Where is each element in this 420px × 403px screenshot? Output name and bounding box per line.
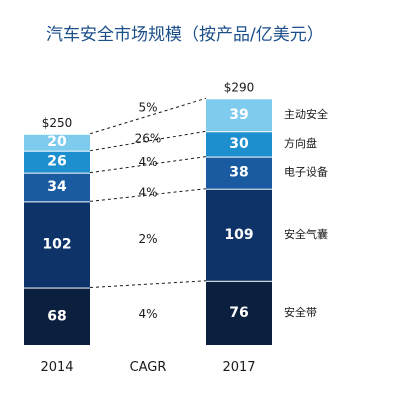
bar-value-2017-电子设备: 38 <box>229 165 248 181</box>
legend-label-电子设备: 电子设备 <box>284 165 328 179</box>
legend-label-主动安全: 主动安全 <box>284 107 328 121</box>
legend-label-方向盘: 方向盘 <box>284 136 317 150</box>
bars-group <box>24 99 272 345</box>
bar-value-2017-主动安全: 39 <box>229 107 248 123</box>
labels-group: 68 102 34 26 20 $250 2014 76 109 38 30 39 $290 2017 CA… <box>40 80 328 375</box>
bar-2014-电子设备 <box>24 173 90 202</box>
bar-2017-主动安全 <box>206 99 272 132</box>
bar-value-2017-方向盘: 30 <box>229 136 249 152</box>
total-label-2014: $250 <box>42 116 73 130</box>
bar-value-2014-安全气囊: 102 <box>42 236 71 252</box>
bar-value-2014-主动安全: 20 <box>47 134 67 150</box>
legend-label-安全气囊: 安全气囊 <box>284 227 328 241</box>
bar-2014-安全气囊 <box>24 202 90 288</box>
bar-value-2017-安全气囊: 109 <box>224 227 253 243</box>
chart-title: 汽车安全市场规模（按产品/亿美元） <box>46 25 324 45</box>
bar-2017-安全气囊 <box>206 189 272 281</box>
x-tick-2014: 2014 <box>40 360 73 375</box>
bar-2014-安全带 <box>24 288 90 345</box>
bar-2017-方向盘 <box>206 132 272 157</box>
cagr-label-安全带: 4% <box>138 307 157 321</box>
cagr-label-方向盘: 4% <box>138 155 157 169</box>
bar-value-2014-电子设备: 34 <box>47 179 67 195</box>
legend-label-安全带: 安全带 <box>284 305 317 319</box>
bar-2017-电子设备 <box>206 157 272 189</box>
connector-line-top <box>89 97 207 135</box>
cagr-label-total: 5% <box>138 101 157 115</box>
connector-line-4 <box>89 130 207 152</box>
total-label-2017: $290 <box>224 80 255 94</box>
bar-2014-方向盘 <box>24 151 90 173</box>
bar-2017-安全带 <box>206 281 272 345</box>
bar-value-2017-安全带: 76 <box>229 305 248 321</box>
cagr-label-主动安全: 26% <box>135 131 162 145</box>
cagr-label-电子设备: 4% <box>138 186 157 200</box>
x-tick-2017: 2017 <box>222 360 255 375</box>
connector-line-3 <box>89 156 207 174</box>
connector-line-1 <box>89 280 207 289</box>
connectors-group <box>89 97 207 289</box>
connector-line-2 <box>89 188 207 202</box>
cagr-label-安全气囊: 2% <box>138 232 157 246</box>
bar-value-2014-方向盘: 26 <box>47 154 66 170</box>
bar-value-2014-安全带: 68 <box>47 308 66 324</box>
bar-2014-主动安全 <box>24 134 90 151</box>
x-tick-cagr: CAGR <box>130 360 167 375</box>
